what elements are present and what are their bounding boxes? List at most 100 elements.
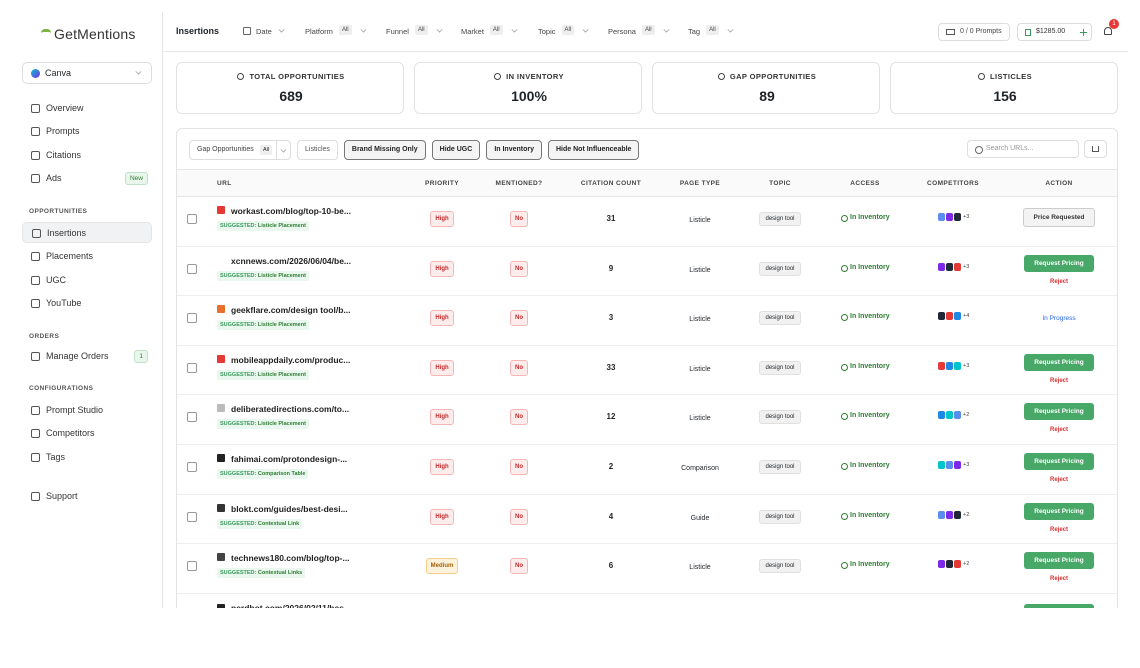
filter-toggle[interactable]: Hide Not Influenceable (548, 140, 640, 160)
citation-count: 4 (608, 511, 614, 521)
balance-button[interactable]: $1285.00 (1017, 23, 1092, 41)
competitor-logo (954, 461, 961, 469)
filter-value: All (414, 25, 428, 35)
competitor-logo (946, 510, 953, 519)
action-button[interactable]: Request Pricing (1024, 453, 1094, 470)
competitor-logo (946, 411, 953, 420)
reject-link[interactable]: Reject (1049, 526, 1068, 533)
url[interactable]: nerdbot.com/2026/02/11/bes... (231, 602, 352, 608)
access-icon (841, 215, 848, 222)
filter-toggle[interactable]: Hide UGC (431, 140, 481, 160)
url[interactable]: xcnnews.com/2026/06/04/be... (231, 255, 352, 266)
favicon (217, 206, 225, 214)
prompts-button[interactable]: 0 / 0 Prompts (938, 23, 1010, 41)
nav-item[interactable]: Placements (22, 246, 152, 267)
reject-link[interactable]: Reject (1049, 477, 1068, 483)
filter[interactable]: Tag All (688, 22, 758, 40)
action-button[interactable]: Request Pricing (1024, 552, 1094, 570)
citation-count: 31 (606, 214, 616, 223)
competitor-logo (954, 213, 961, 221)
nav-item[interactable]: YouTube (22, 293, 152, 314)
download-button[interactable] (1084, 140, 1107, 158)
filter[interactable]: Persona All (608, 22, 678, 40)
url[interactable]: mobileappdaily.com/produc... (231, 354, 351, 365)
url[interactable]: fahimai.com/protondesign-... (231, 454, 348, 464)
action-button[interactable]: Price Requested (1022, 208, 1096, 227)
filter[interactable]: Topic All (538, 22, 608, 40)
reject-link[interactable]: Reject (1049, 576, 1068, 583)
row-checkbox[interactable] (187, 561, 197, 572)
nav-item[interactable]: Support (22, 486, 152, 507)
action-button[interactable]: Request Pricing (1024, 502, 1094, 520)
reject-link[interactable]: Reject (1049, 278, 1068, 285)
suggested-tag: SUGGESTED: Listicle Placement (217, 369, 309, 380)
filter-label: Topic (538, 27, 556, 36)
suggested-type: Listicle Placement (257, 421, 306, 428)
action-button[interactable]: Request Pricing (1024, 603, 1094, 608)
filter-toggle[interactable]: Brand Missing Only (343, 140, 426, 160)
column-header: COMPETITORS (927, 180, 979, 187)
chevron (727, 26, 734, 33)
nav-item[interactable]: Manage Orders 1 (22, 346, 152, 367)
topic-chip: design tool (759, 311, 801, 326)
favicon (217, 305, 225, 314)
row-checkbox[interactable] (187, 214, 197, 224)
row-checkbox[interactable] (187, 263, 197, 274)
search-placeholder: Search URLs... (986, 145, 1034, 152)
column-header: ACTION (1045, 180, 1073, 187)
suggested-type: Contextual Link (257, 520, 300, 527)
filter[interactable]: Market All (461, 22, 531, 40)
suggested-type: Comparison Table (257, 471, 306, 477)
nav-item[interactable]: Competitors (22, 423, 152, 444)
filter[interactable]: Platform All (305, 22, 375, 40)
filter-label: Market (461, 27, 484, 36)
nav-item[interactable]: UGC (22, 270, 152, 291)
filter[interactable]: Date (243, 22, 313, 40)
stat-icon (717, 73, 725, 80)
nav-item[interactable]: Prompt Studio (22, 400, 152, 421)
stat-value: 156 (993, 88, 1017, 104)
chevron (436, 26, 443, 33)
reject-link[interactable]: Reject (1049, 427, 1068, 434)
stat-label: TOTAL OPPORTUNITIES (249, 72, 345, 81)
action-button[interactable]: Request Pricing (1024, 353, 1094, 371)
row-checkbox[interactable] (187, 412, 197, 423)
filter-toggle[interactable]: Listicles (297, 140, 338, 160)
access: In Inventory (841, 313, 890, 322)
url[interactable]: geekflare.com/design tool/b... (231, 305, 351, 316)
chip: No (510, 310, 528, 327)
nav-item[interactable]: Citations (22, 145, 152, 166)
reject-link[interactable]: Reject (1049, 377, 1068, 384)
url[interactable]: technews180.com/blog/top-... (231, 553, 350, 564)
workspace-select[interactable]: Canva (22, 62, 152, 84)
row-checkbox[interactable] (187, 362, 197, 373)
action-button[interactable]: Request Pricing (1024, 403, 1094, 421)
url[interactable]: deliberatedirections.com/to... (231, 404, 350, 415)
nav-item[interactable]: Overview (22, 98, 152, 119)
nav-icon (31, 352, 40, 361)
search-input[interactable]: Search URLs... (967, 140, 1079, 158)
filter[interactable]: Funnel All (386, 22, 456, 40)
nav-item[interactable]: Ads New (22, 168, 152, 189)
competitor-logo (946, 213, 953, 221)
competitor-more: +3 (963, 263, 970, 270)
stat-label: IN INVENTORY (506, 72, 564, 81)
nav-label: Tags (46, 452, 66, 462)
action-button[interactable]: Request Pricing (1024, 254, 1094, 272)
nav-icon (31, 299, 40, 308)
row-checkbox[interactable] (187, 511, 197, 522)
nav-item[interactable]: Prompts (22, 121, 152, 142)
notifications[interactable]: 1 (1103, 19, 1119, 36)
suggested-prefix: SUGGESTED: (220, 520, 257, 527)
nav-item[interactable]: Tags (22, 447, 152, 468)
filter-label: Date (256, 27, 272, 36)
url[interactable]: workast.com/blog/top-10-be... (231, 206, 351, 216)
row-checkbox[interactable] (187, 313, 197, 324)
table-row: fahimai.com/protondesign-... SUGGESTED: C… (177, 445, 1117, 495)
url[interactable]: blokt.com/guides/best-desi... (231, 503, 348, 514)
stat-value: 689 (279, 88, 303, 104)
nav-item[interactable]: Insertions (22, 222, 152, 243)
filter-toggle[interactable]: In Inventory (486, 140, 542, 160)
view-select[interactable]: Gap Opportunities All (189, 140, 291, 160)
row-checkbox[interactable] (187, 462, 197, 472)
